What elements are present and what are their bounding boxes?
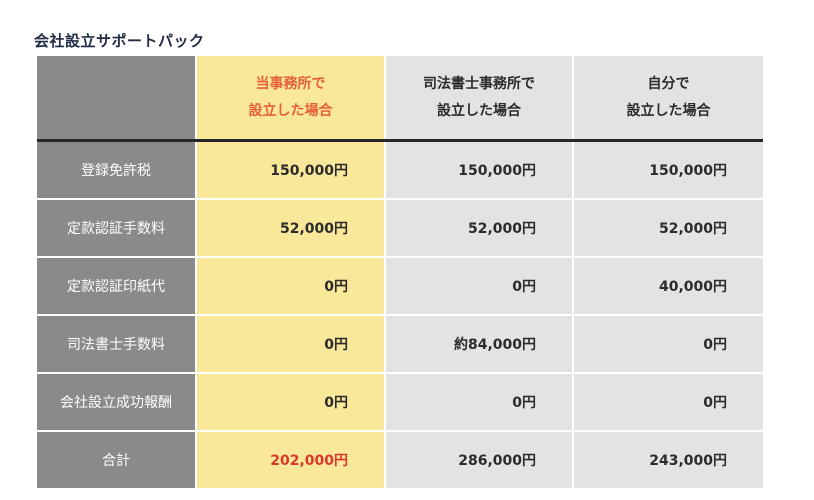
header-our-office-line2: 設立した場合 xyxy=(248,102,333,119)
cell-self: 0円 xyxy=(572,372,763,431)
cell-our-office: 0円 xyxy=(195,372,385,431)
table-row: 会社設立成功報酬 0円 0円 0円 xyxy=(37,372,763,431)
cell-our-office: 52,000円 xyxy=(195,198,385,257)
total-our-office: 202,000円 xyxy=(195,430,385,488)
row-label: 会社設立成功報酬 xyxy=(37,372,196,431)
header-separator xyxy=(37,139,763,142)
row-label: 登録免許税 xyxy=(37,142,196,199)
total-row: 合計 202,000円 286,000円 243,000円 xyxy=(37,430,763,488)
total-self: 243,000円 xyxy=(572,430,763,488)
row-label: 定款認証手数料 xyxy=(37,198,196,257)
table-header-row: 当事務所で 設立した場合 司法書士事務所で 設立した場合 自分で 設立した場合 xyxy=(37,56,763,139)
total-scrivener-office: 286,000円 xyxy=(384,430,573,488)
cell-scrivener-office: 0円 xyxy=(384,372,573,431)
cell-scrivener-office: 約84,000円 xyxy=(384,314,573,373)
table-row: 登録免許税 150,000円 150,000円 150,000円 xyxy=(37,142,763,199)
cell-self: 0円 xyxy=(572,314,763,373)
header-scrivener-office-line2: 設立した場合 xyxy=(437,102,521,119)
table-row: 定款認証手数料 52,000円 52,000円 52,000円 xyxy=(37,198,763,257)
cell-scrivener-office: 0円 xyxy=(384,256,573,315)
table-row: 司法書士手数料 0円 約84,000円 0円 xyxy=(37,314,763,373)
header-corner-cell xyxy=(37,56,196,139)
cell-our-office: 0円 xyxy=(195,314,385,373)
header-self-line1: 自分で xyxy=(647,75,690,92)
header-our-office-line1: 当事務所で xyxy=(255,75,326,92)
cell-our-office: 150,000円 xyxy=(195,142,385,199)
table-row: 定款認証印紙代 0円 0円 40,000円 xyxy=(37,256,763,315)
cell-self: 150,000円 xyxy=(572,142,763,199)
header-self: 自分で 設立した場合 xyxy=(572,56,763,139)
cell-self: 40,000円 xyxy=(572,256,763,315)
cell-scrivener-office: 150,000円 xyxy=(384,142,573,199)
row-label: 司法書士手数料 xyxy=(37,314,196,373)
total-label: 合計 xyxy=(37,430,196,488)
comparison-table: 当事務所で 設立した場合 司法書士事務所で 設立した場合 自分で 設立した場合 … xyxy=(37,56,763,488)
header-self-line2: 設立した場合 xyxy=(626,102,711,119)
page-title: 会社設立サポートパック xyxy=(34,32,205,50)
cell-scrivener-office: 52,000円 xyxy=(384,198,573,257)
header-scrivener-office-line1: 司法書士事務所で xyxy=(423,75,535,92)
row-label: 定款認証印紙代 xyxy=(37,256,196,315)
header-scrivener-office: 司法書士事務所で 設立した場合 xyxy=(384,56,573,139)
cell-self: 52,000円 xyxy=(572,198,763,257)
header-our-office: 当事務所で 設立した場合 xyxy=(195,56,385,139)
cell-our-office: 0円 xyxy=(195,256,385,315)
